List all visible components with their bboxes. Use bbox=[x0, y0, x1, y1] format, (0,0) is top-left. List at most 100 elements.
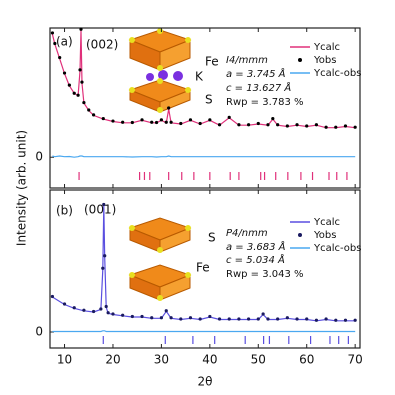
obs-point bbox=[62, 302, 67, 306]
obs-point bbox=[343, 124, 348, 128]
obs-point bbox=[353, 125, 357, 129]
obs-point bbox=[130, 120, 134, 125]
y-tick-label: 0 bbox=[35, 325, 43, 339]
obs-point bbox=[104, 304, 108, 309]
obs-point bbox=[140, 118, 144, 122]
obs-point bbox=[305, 124, 309, 128]
annotation: c = 13.627 Å bbox=[226, 81, 291, 94]
obs-point bbox=[76, 93, 80, 97]
obs-point bbox=[276, 123, 280, 127]
obs-point bbox=[217, 317, 222, 321]
obs-point bbox=[353, 318, 357, 322]
obs-point bbox=[169, 120, 173, 124]
structure-label: S bbox=[205, 93, 213, 107]
y-axis-title: Intensity (arb. unit) bbox=[15, 130, 29, 246]
obs-point bbox=[179, 121, 183, 126]
structure-label: S bbox=[208, 231, 216, 245]
legend-swatch bbox=[298, 58, 302, 62]
obs-point bbox=[227, 317, 231, 321]
obs-point bbox=[159, 316, 164, 320]
obs-point bbox=[121, 120, 125, 124]
legend-label: Ycalc-obs bbox=[313, 68, 361, 79]
obs-point bbox=[261, 312, 265, 316]
diff-line bbox=[52, 155, 356, 158]
obs-point bbox=[169, 316, 173, 320]
obs-point bbox=[79, 27, 83, 31]
obs-point bbox=[256, 121, 260, 126]
obs-point bbox=[150, 316, 154, 320]
obs-point bbox=[237, 123, 241, 127]
obs-point bbox=[111, 312, 115, 316]
obs-point bbox=[314, 123, 319, 127]
obs-point bbox=[295, 317, 299, 321]
x-tick-label: 50 bbox=[251, 353, 266, 367]
obs-point bbox=[121, 313, 125, 317]
y-tick-label: 0 bbox=[35, 150, 43, 164]
annotation: a = 3.683 Å bbox=[226, 240, 286, 253]
obs-point bbox=[154, 120, 159, 125]
annotation: c = 5.034 Å bbox=[226, 253, 285, 266]
peak-label: (002) bbox=[86, 38, 118, 52]
obs-point bbox=[159, 118, 164, 122]
obs-point bbox=[285, 316, 289, 320]
structure-label: Fe bbox=[196, 261, 210, 275]
obs-point bbox=[82, 100, 86, 105]
obs-point bbox=[334, 318, 338, 322]
obs-point bbox=[72, 306, 76, 310]
obs-point bbox=[227, 115, 231, 119]
obs-point bbox=[305, 317, 309, 321]
obs-point bbox=[198, 317, 202, 321]
obs-point bbox=[266, 123, 270, 127]
legend-label: Ycalc bbox=[313, 42, 340, 53]
obs-point bbox=[246, 123, 251, 127]
obs-point bbox=[334, 125, 338, 129]
x-tick-label: 30 bbox=[154, 353, 169, 367]
obs-point bbox=[53, 41, 57, 46]
x-tick-label: 70 bbox=[348, 353, 363, 367]
obs-point bbox=[58, 55, 62, 60]
obs-point bbox=[99, 307, 103, 311]
legend-label: Ycalc-obs bbox=[313, 243, 361, 254]
plot-frame bbox=[49, 189, 361, 349]
x-tick-label: 60 bbox=[299, 353, 314, 367]
legend-label: Yobs bbox=[313, 55, 336, 66]
obs-point bbox=[208, 118, 212, 122]
x-tick-label: 20 bbox=[105, 353, 120, 367]
obs-point bbox=[50, 294, 55, 299]
obs-point bbox=[246, 317, 251, 321]
panel-label: (b) bbox=[56, 204, 73, 218]
obs-point bbox=[72, 91, 76, 95]
plot-frame bbox=[49, 27, 361, 189]
obs-point bbox=[276, 317, 280, 321]
panel-label: (a) bbox=[56, 35, 73, 49]
obs-point bbox=[67, 83, 71, 87]
obs-point bbox=[78, 68, 82, 72]
legend-swatch bbox=[298, 233, 302, 237]
obs-point bbox=[256, 317, 260, 321]
obs-point bbox=[106, 311, 110, 315]
obs-point bbox=[324, 125, 328, 129]
obs-point bbox=[164, 309, 168, 313]
obs-point bbox=[87, 108, 91, 112]
annotation: Rwp = 3.783 % bbox=[226, 97, 304, 108]
annotation: a = 3.745 Å bbox=[226, 67, 286, 80]
obs-point bbox=[188, 118, 193, 122]
obs-point bbox=[91, 309, 96, 314]
x-tick-label: 10 bbox=[57, 353, 72, 367]
obs-point bbox=[343, 318, 348, 322]
obs-point bbox=[50, 31, 55, 35]
obs-point bbox=[103, 254, 107, 258]
x-tick-label: 40 bbox=[202, 353, 217, 367]
obs-point bbox=[62, 71, 67, 75]
peak-label: (001) bbox=[84, 203, 116, 217]
obs-point bbox=[91, 113, 96, 117]
obs-point bbox=[179, 317, 183, 321]
legend-label: Yobs bbox=[313, 230, 336, 241]
obs-point bbox=[167, 106, 171, 110]
obs-point bbox=[188, 316, 193, 320]
obs-point bbox=[324, 317, 328, 321]
obs-point bbox=[285, 124, 289, 128]
annotation: P4/nmm bbox=[226, 228, 268, 239]
legend-label: Ycalc bbox=[313, 217, 340, 228]
